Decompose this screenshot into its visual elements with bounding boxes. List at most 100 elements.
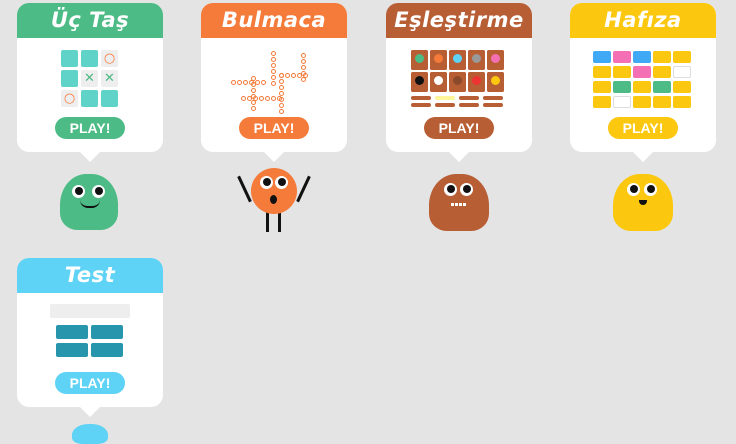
crossword-cell <box>251 76 256 81</box>
pointer <box>80 152 100 162</box>
crossword-cell <box>271 63 276 68</box>
play-button[interactable]: PLAY! <box>55 117 125 139</box>
memory-card <box>613 66 631 78</box>
memory-card <box>653 51 671 63</box>
crossword-cell <box>301 71 306 76</box>
matching-card <box>468 72 485 92</box>
play-button[interactable]: PLAY! <box>424 117 494 139</box>
memory-card <box>673 81 691 93</box>
memory-card <box>593 81 611 93</box>
memory-card <box>633 96 651 108</box>
quiz-preview <box>17 303 163 363</box>
matching-preview <box>386 48 532 108</box>
crossword-cell <box>265 96 270 101</box>
crossword-cell <box>261 80 266 85</box>
game-card-test[interactable]: Test PLAY! <box>17 258 163 417</box>
crossword-cell <box>271 51 276 56</box>
matching-label <box>435 96 455 100</box>
matching-card <box>468 50 485 70</box>
game-card-eslestirme[interactable]: Eşleştirme PLAY! <box>386 3 532 162</box>
game-card-bulmaca[interactable]: Bulmaca PLAY! <box>201 3 347 162</box>
game-card-hafiza[interactable]: Hafıza PLAY! <box>570 3 716 162</box>
pointer <box>80 407 100 417</box>
crossword-cell <box>271 75 276 80</box>
pointer <box>264 152 284 162</box>
matching-label <box>483 96 503 100</box>
blue-character <box>72 424 108 444</box>
memory-card <box>633 81 651 93</box>
crossword-cell <box>279 91 284 96</box>
crossword-cell <box>301 59 306 64</box>
crossword-cell <box>285 73 290 78</box>
crossword-cell <box>271 96 276 101</box>
matching-label <box>459 96 479 100</box>
card-title: Bulmaca <box>201 3 347 38</box>
memory-card <box>593 51 611 63</box>
crossword-cell <box>241 96 246 101</box>
play-button[interactable]: PLAY! <box>239 117 309 139</box>
crossword-cell <box>271 69 276 74</box>
matching-label <box>435 103 455 107</box>
card-title: Hafıza <box>570 3 716 38</box>
crossword-cell <box>279 109 284 114</box>
memory-card <box>633 51 651 63</box>
memory-card <box>593 96 611 108</box>
matching-card <box>449 72 466 92</box>
tic-tac-toe-preview: ○ ✕ ✕ ○ <box>17 48 163 108</box>
matching-label <box>483 103 503 107</box>
crossword-cell <box>251 100 256 105</box>
crossword-cell <box>279 85 284 90</box>
memory-card <box>653 66 671 78</box>
crossword-cell <box>259 96 264 101</box>
crossword-cell <box>251 88 256 93</box>
matching-card <box>411 50 428 70</box>
matching-label <box>411 103 431 107</box>
crossword-cell <box>251 106 256 111</box>
yellow-character <box>613 174 673 231</box>
crossword-cell <box>243 80 248 85</box>
memory-card <box>653 81 671 93</box>
matching-card <box>487 72 504 92</box>
memory-card <box>613 51 631 63</box>
play-button[interactable]: PLAY! <box>608 117 678 139</box>
memory-card <box>593 66 611 78</box>
pointer <box>449 152 469 162</box>
crossword-cell <box>279 97 284 102</box>
crossword-cell <box>271 57 276 62</box>
crossword-cell <box>271 81 276 86</box>
card-title: Test <box>17 258 163 293</box>
card-title: Üç Taş <box>17 3 163 38</box>
crossword-cell <box>301 65 306 70</box>
memory-card <box>613 81 631 93</box>
crossword-cell <box>251 94 256 99</box>
memory-card <box>633 66 651 78</box>
crossword-cell <box>301 53 306 58</box>
play-button[interactable]: PLAY! <box>55 372 125 394</box>
crossword-cell <box>251 82 256 87</box>
memory-card <box>673 51 691 63</box>
crossword-cell <box>231 80 236 85</box>
memory-card <box>673 66 691 78</box>
memory-card <box>613 96 631 108</box>
crossword-cell <box>279 73 284 78</box>
matching-card <box>430 72 447 92</box>
matching-card <box>449 50 466 70</box>
crossword-preview <box>201 48 347 114</box>
green-character <box>60 174 118 230</box>
brown-character <box>429 174 489 231</box>
crossword-cell <box>279 103 284 108</box>
pointer <box>633 152 653 162</box>
matching-card <box>487 50 504 70</box>
memory-preview <box>570 48 716 108</box>
matching-label <box>459 103 479 107</box>
card-title: Eşleştirme <box>386 3 532 38</box>
matching-card <box>430 50 447 70</box>
crossword-cell <box>237 80 242 85</box>
memory-card <box>673 96 691 108</box>
crossword-cell <box>279 79 284 84</box>
matching-label <box>411 96 431 100</box>
matching-card <box>411 72 428 92</box>
game-card-uc-tas[interactable]: Üç Taş ○ ✕ ✕ ○ PLAY! <box>17 3 163 162</box>
crossword-cell <box>301 77 306 82</box>
memory-card <box>653 96 671 108</box>
